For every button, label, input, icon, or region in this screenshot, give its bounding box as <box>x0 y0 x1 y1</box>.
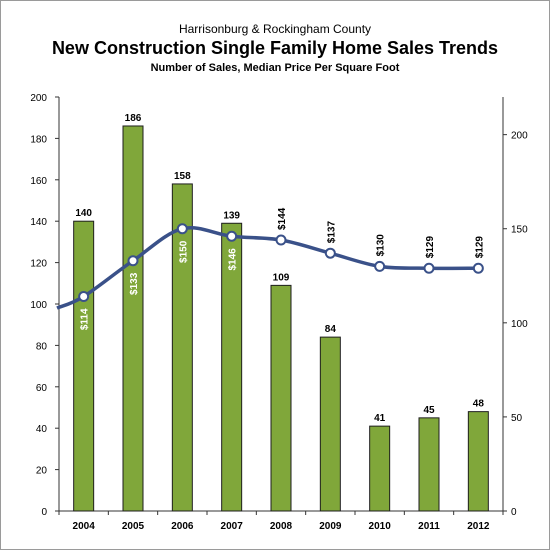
x-tick-label: 2010 <box>369 521 392 532</box>
x-tick-label: 2007 <box>221 521 244 532</box>
price-point-label: $129 <box>425 236 436 259</box>
price-point-label: $133 <box>129 272 140 295</box>
sales-bar-label: 109 <box>273 272 290 283</box>
price-point-label: $146 <box>228 248 239 271</box>
price-point-label: $130 <box>376 234 387 257</box>
price-point-label: $150 <box>178 240 189 263</box>
sales-bar-label: 139 <box>223 210 240 221</box>
sales-bar <box>369 425 391 512</box>
left-tick-label: 40 <box>36 424 48 435</box>
price-point <box>78 290 90 302</box>
price-point <box>226 230 238 242</box>
right-tick-label: 150 <box>511 225 528 236</box>
sales-bar-label: 48 <box>473 399 485 410</box>
sales-bar-label: 84 <box>325 324 337 335</box>
left-tick-label: 60 <box>36 383 48 394</box>
chart-supertitle: Harrisonburg & Rockingham County <box>178 22 372 36</box>
x-tick-label: 2011 <box>418 521 440 532</box>
price-point <box>127 255 139 267</box>
bars <box>73 125 489 512</box>
data-labels: 140 186 158 139 109 84 41 45 48 $114 $133 $150 $146 $… <box>75 113 485 424</box>
left-tick-label: 120 <box>30 259 47 270</box>
left-tick-label: 140 <box>30 217 47 228</box>
price-point-label: $114 <box>80 308 91 330</box>
left-tick-label: 0 <box>41 507 47 518</box>
right-tick-label: 200 <box>511 131 528 142</box>
price-point-label: $129 <box>474 236 485 259</box>
sales-bar <box>122 125 144 512</box>
right-tick-label: 0 <box>511 507 517 518</box>
axes: 0 20 40 60 80 100 120 140 160 180 200 0 50 100 150 200 2… <box>30 93 528 532</box>
x-tick-label: 2008 <box>270 521 293 532</box>
sales-bar <box>418 417 440 512</box>
x-tick-label: 2006 <box>171 521 194 532</box>
left-tick-label: 80 <box>36 341 48 352</box>
price-point <box>423 262 435 274</box>
price-point <box>472 262 484 274</box>
sales-bar-label: 41 <box>374 413 386 424</box>
left-tick-label: 20 <box>36 466 48 477</box>
chart-subtitle: Number of Sales, Median Price Per Square… <box>150 62 400 74</box>
chart-title: New Construction Single Family Home Sale… <box>51 38 499 58</box>
price-point <box>275 234 287 246</box>
sales-bar-label: 45 <box>423 405 435 416</box>
left-tick-label: 160 <box>30 176 47 187</box>
right-tick-label: 50 <box>511 413 523 424</box>
sales-bar <box>221 222 243 512</box>
sales-bar <box>171 183 193 512</box>
sales-bar-label: 140 <box>75 208 92 219</box>
price-point <box>374 260 386 272</box>
left-tick-label: 180 <box>30 134 47 145</box>
right-tick-label: 100 <box>511 319 528 330</box>
price-point <box>176 223 188 235</box>
sales-bar-label: 186 <box>125 113 142 124</box>
price-line-path <box>56 226 479 310</box>
x-tick-label: 2005 <box>122 521 145 532</box>
x-tick-label: 2004 <box>73 521 96 532</box>
price-point <box>324 247 336 259</box>
price-point-label: $144 <box>277 207 288 230</box>
x-tick-label: 2009 <box>319 521 342 532</box>
left-tick-label: 100 <box>30 300 47 311</box>
sales-bar <box>73 220 95 512</box>
price-point-label: $137 <box>326 221 337 244</box>
sales-bar-label: 158 <box>174 171 191 182</box>
x-tick-label: 2012 <box>467 521 490 532</box>
sales-bar <box>270 284 292 512</box>
left-tick-label: 200 <box>30 93 47 104</box>
price-line <box>56 223 484 310</box>
sales-bar <box>467 411 489 512</box>
sales-bar <box>319 336 341 512</box>
